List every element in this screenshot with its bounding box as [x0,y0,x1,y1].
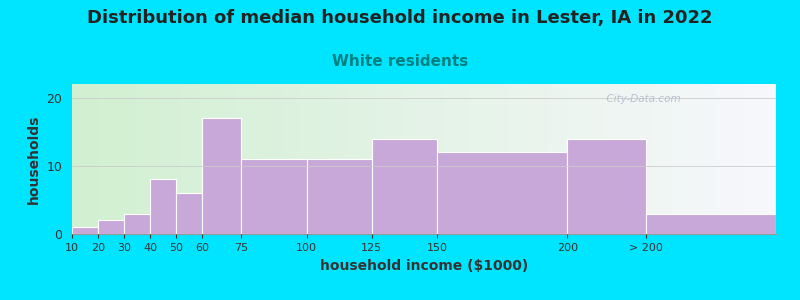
Bar [567,139,646,234]
Bar [437,152,567,234]
Bar [176,193,202,234]
Text: City-Data.com: City-Data.com [600,94,681,104]
Bar [72,227,98,234]
Y-axis label: households: households [27,114,41,204]
Bar [98,220,124,234]
X-axis label: household income ($1000): household income ($1000) [320,259,528,273]
Bar [150,179,176,234]
Text: White residents: White residents [332,54,468,69]
Bar [124,214,150,234]
Bar [372,139,437,234]
Bar [306,159,372,234]
Text: Distribution of median household income in Lester, IA in 2022: Distribution of median household income … [87,9,713,27]
Bar [242,159,306,234]
Bar [202,118,242,234]
Bar [646,214,776,234]
